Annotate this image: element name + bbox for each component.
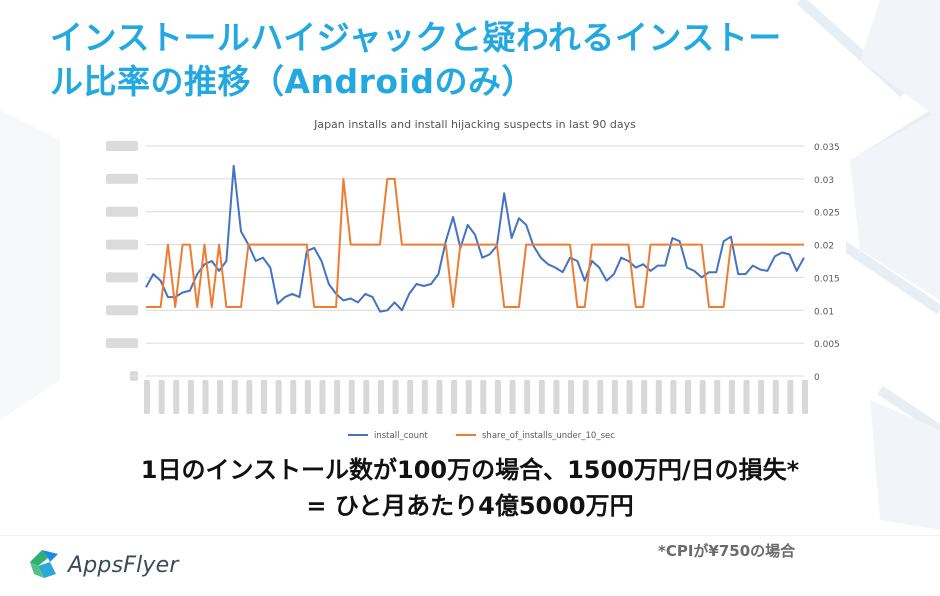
x-tick-label-redacted	[407, 380, 414, 414]
y2-tick-label: 0.025	[814, 209, 840, 219]
x-tick-label-redacted	[246, 380, 253, 414]
y-tick-label-redacted	[106, 141, 138, 151]
x-tick-label-redacted	[772, 380, 779, 414]
y-tick-label-redacted	[106, 338, 138, 349]
x-tick-label-redacted	[421, 380, 428, 414]
x-tick-label-redacted	[728, 380, 735, 414]
x-tick-label-redacted	[787, 380, 794, 414]
x-tick-label-redacted	[348, 380, 355, 414]
x-tick-label-redacted	[290, 380, 297, 414]
y-tick-label-redacted	[106, 305, 138, 316]
appsflyer-logo-icon	[30, 550, 58, 578]
y2-tick-label: 0.015	[814, 274, 840, 284]
x-tick-label-redacted	[363, 380, 370, 414]
x-tick-label-redacted	[436, 380, 443, 414]
x-tick-label-redacted	[480, 380, 487, 414]
x-tick-label-redacted	[144, 380, 150, 414]
slide-title-line-2: ル比率の推移（Androidのみ）	[50, 62, 536, 101]
y2-tick-label: 0.035	[814, 143, 840, 153]
chart-container: Japan installs and install hijacking sus…	[98, 110, 846, 450]
x-tick-label-redacted	[655, 380, 662, 414]
appsflyer-logo: AppsFlyer	[28, 542, 179, 588]
y2-tick-label: 0	[814, 373, 820, 383]
x-tick-label-redacted	[334, 380, 341, 414]
x-tick-label-redacted	[465, 380, 472, 414]
headline-line-2: = ひと月あたり4億5000万円	[306, 492, 634, 520]
series-line-install_count	[145, 164, 805, 313]
x-tick-label-redacted	[538, 380, 545, 414]
chart-title: Japan installs and install hijacking sus…	[313, 118, 636, 131]
x-tick-label-redacted	[670, 380, 677, 414]
x-tick-label-redacted	[231, 380, 238, 414]
x-tick-label-redacted	[611, 380, 618, 414]
x-tick-label-redacted	[173, 380, 180, 414]
x-tick-label-redacted	[494, 380, 501, 414]
x-tick-label-redacted	[758, 380, 765, 414]
x-tick-label-redacted	[699, 380, 706, 414]
x-tick-label-redacted	[597, 380, 604, 414]
x-tick-label-redacted	[714, 380, 721, 414]
y2-tick-label: 0.01	[814, 307, 834, 317]
footer-divider	[0, 535, 940, 536]
y-tick-label-redacted	[106, 272, 138, 283]
appsflyer-logo-text: AppsFlyer	[68, 552, 179, 578]
x-tick-label-redacted	[743, 380, 750, 414]
footnote: *CPIが¥750の場合	[658, 542, 796, 560]
y2-tick-label: 0.03	[814, 176, 834, 186]
y2-tick-label: 0.005	[814, 340, 840, 350]
slide-title-line-1: インストールハイジャックと疑われるインストー	[50, 18, 782, 57]
x-tick-label-redacted	[641, 380, 648, 414]
legend-label: install_count	[374, 431, 428, 441]
x-tick-label-redacted	[802, 380, 808, 414]
x-tick-label-redacted	[392, 380, 399, 414]
x-tick-label-redacted	[553, 380, 560, 414]
line-chart: Japan installs and install hijacking sus…	[106, 118, 840, 441]
x-tick-label-redacted	[275, 380, 282, 414]
y-tick-label-redacted	[106, 239, 138, 250]
x-tick-label-redacted	[217, 380, 224, 414]
x-tick-label-redacted	[158, 380, 165, 414]
x-tick-label-redacted	[685, 380, 692, 414]
x-tick-label-redacted	[377, 380, 384, 414]
series-line-share_of_installs_under_10_sec	[146, 177, 804, 308]
x-tick-label-redacted	[626, 380, 633, 414]
y-tick-label-redacted	[106, 206, 138, 217]
x-tick-label-redacted	[202, 380, 209, 414]
x-tick-label-redacted	[568, 380, 575, 414]
x-tick-label-redacted	[582, 380, 589, 414]
x-tick-label-redacted	[260, 380, 267, 414]
x-tick-label-redacted	[304, 380, 311, 414]
legend-label: share_of_installs_under_10_sec	[482, 431, 615, 441]
x-tick-label-redacted	[509, 380, 516, 414]
headline: 1日のインストール数が100万の場合、1500万円/日の損失* = ひと月あたり…	[0, 452, 940, 524]
x-tick-label-redacted	[319, 380, 326, 414]
x-tick-label-redacted	[524, 380, 531, 414]
x-tick-label-redacted	[451, 380, 458, 414]
y-tick-label-redacted	[106, 173, 138, 184]
y-tick-label-redacted	[130, 371, 138, 381]
slide-title: インストールハイジャックと疑われるインストー ル比率の推移（Androidのみ）	[50, 16, 910, 104]
headline-line-1: 1日のインストール数が100万の場合、1500万円/日の損失*	[140, 456, 800, 484]
y2-tick-label: 0.02	[814, 242, 834, 252]
x-tick-label-redacted	[187, 380, 194, 414]
